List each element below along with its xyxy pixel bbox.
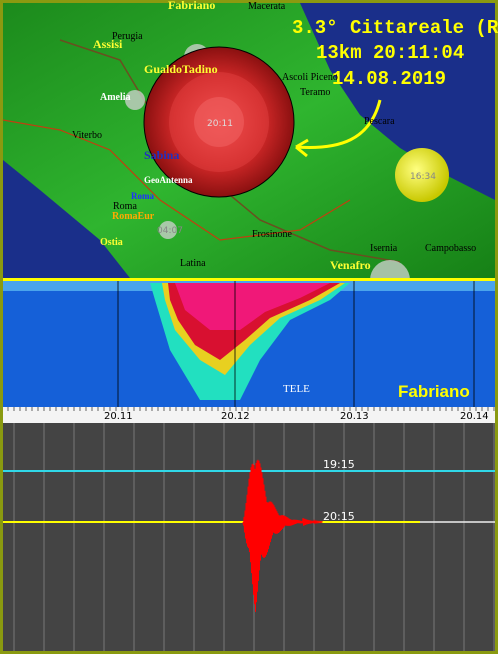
city: Roma xyxy=(113,201,137,212)
seismo-grid xyxy=(13,423,495,651)
city: Ascoli Piceno xyxy=(282,72,338,83)
city: Latina xyxy=(180,258,206,269)
time-axis xyxy=(3,407,495,423)
event-circle xyxy=(395,148,449,202)
place: Cittareale (RI) xyxy=(350,17,498,39)
time-label: 20.14 xyxy=(460,411,489,422)
time-label: 20.12 xyxy=(221,411,250,422)
event-time: 20:11 xyxy=(207,119,233,129)
tag: TELE xyxy=(283,383,310,395)
event-circle xyxy=(159,221,177,239)
city: Venafro xyxy=(330,258,371,272)
magnitude: 3.3° xyxy=(292,17,338,39)
city: GeoAntenna xyxy=(144,175,193,185)
time-axis-labels: 20.11 20.12 20.13 20.14 xyxy=(7,281,495,422)
arrow-head xyxy=(295,138,309,158)
city: Fabriano xyxy=(168,0,215,12)
event-time: 04:07 xyxy=(157,226,183,236)
city: Teramo xyxy=(300,87,330,98)
city: Campobasso xyxy=(425,243,476,254)
city: Amelia xyxy=(100,92,131,103)
map: 3.3° Cittareale (RI) 13km 20:11:04 14.08… xyxy=(2,0,498,300)
main-event-core xyxy=(194,97,244,147)
city: Isernia xyxy=(370,243,398,254)
city: Macerata xyxy=(248,1,286,12)
city: Pescara xyxy=(364,116,395,127)
trace-label: 20:15 xyxy=(323,510,355,523)
depth-time: 13km 20:11:04 xyxy=(316,42,464,64)
city: Frosinone xyxy=(252,229,293,240)
city: Sabina xyxy=(144,148,179,162)
waveform xyxy=(242,459,323,612)
city: GualdoTadino xyxy=(144,62,218,76)
trace-label: 19:15 xyxy=(323,458,355,471)
seismogram: 19:15 20:15 xyxy=(3,423,495,651)
city: Viterbo xyxy=(72,130,102,141)
city: Assisi xyxy=(93,37,123,51)
event-time: 16:34 xyxy=(410,172,436,182)
adriatic xyxy=(3,3,495,200)
date: 14.08.2019 xyxy=(332,68,446,90)
separator xyxy=(3,278,495,281)
city: RomaEur xyxy=(112,211,155,222)
city: Perugia xyxy=(112,31,143,42)
station: Fabriano xyxy=(398,382,470,401)
time-label: 20.11 xyxy=(104,411,133,422)
event-circle xyxy=(125,90,145,110)
city: Ostia xyxy=(100,237,123,248)
plume-peak xyxy=(175,283,330,330)
region-line xyxy=(2,119,351,241)
arrow xyxy=(295,99,382,149)
spectrogram: TELE Fabriano xyxy=(3,281,495,407)
city: Roma xyxy=(131,191,154,201)
time-label: 20.13 xyxy=(340,411,369,422)
